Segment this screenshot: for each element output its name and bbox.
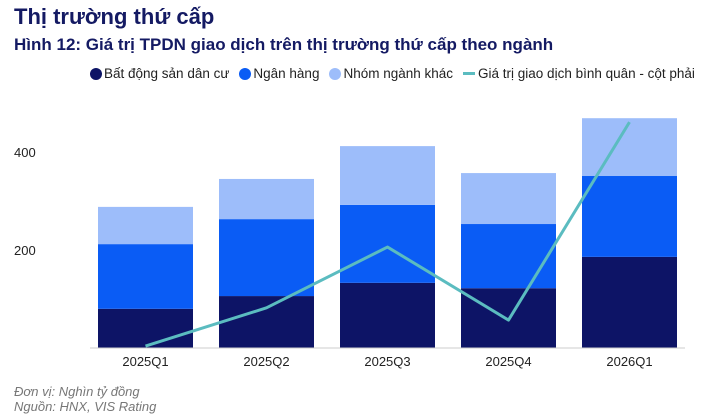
bar-segment bbox=[461, 224, 556, 289]
y-tick-label: 400 bbox=[14, 145, 36, 160]
bar-segment bbox=[582, 256, 677, 348]
legend-item-line: Giá trị giao dịch bình quân - cột phải bbox=[463, 66, 695, 81]
bar-segment bbox=[582, 118, 677, 177]
section-title: Thị trường thứ cấp bbox=[14, 4, 215, 29]
bar-segment bbox=[98, 308, 193, 348]
legend-item-bds: Bất động sản dân cư bbox=[90, 66, 229, 81]
y-tick-label: 200 bbox=[14, 243, 36, 258]
legend-label: Bất động sản dân cư bbox=[104, 66, 230, 81]
x-tick-label: 2025Q2 bbox=[243, 354, 289, 369]
legend: Bất động sản dân cư Ngân hàng Nhóm ngành… bbox=[90, 66, 701, 81]
source-note: Nguồn: HNX, VIS Rating bbox=[14, 399, 157, 414]
legend-dot-icon bbox=[329, 67, 342, 80]
unit-note: Đơn vị: Nghìn tỷ đồng bbox=[14, 384, 140, 399]
x-tick-label: 2025Q4 bbox=[485, 354, 531, 369]
legend-label: Giá trị giao dịch bình quân - cột phải bbox=[478, 66, 695, 81]
legend-item-nh: Ngân hàng bbox=[239, 66, 319, 81]
bar-segment bbox=[98, 206, 193, 245]
bar-segment bbox=[219, 178, 314, 220]
legend-item-khac: Nhóm ngành khác bbox=[329, 66, 453, 81]
bar-segment bbox=[98, 244, 193, 309]
x-tick-label: 2025Q3 bbox=[364, 354, 410, 369]
line-series bbox=[145, 121, 631, 348]
legend-label: Ngân hàng bbox=[253, 66, 320, 81]
bar-segment bbox=[340, 282, 435, 348]
legend-label: Nhóm ngành khác bbox=[343, 66, 454, 81]
chart-title: Hình 12: Giá trị TPDN giao dịch trên thị… bbox=[14, 35, 554, 54]
bar-segment bbox=[582, 176, 677, 257]
legend-dot-icon bbox=[239, 67, 252, 80]
bar-segment bbox=[219, 219, 314, 297]
bar-segment bbox=[219, 296, 314, 348]
x-tick-label: 2025Q1 bbox=[122, 354, 168, 369]
x-tick-label: 2026Q1 bbox=[606, 354, 652, 369]
bar-segment bbox=[340, 146, 435, 205]
bar-segment bbox=[461, 173, 556, 225]
legend-line-icon bbox=[463, 72, 476, 75]
legend-dot-icon bbox=[90, 67, 102, 80]
bar-segment bbox=[340, 204, 435, 283]
